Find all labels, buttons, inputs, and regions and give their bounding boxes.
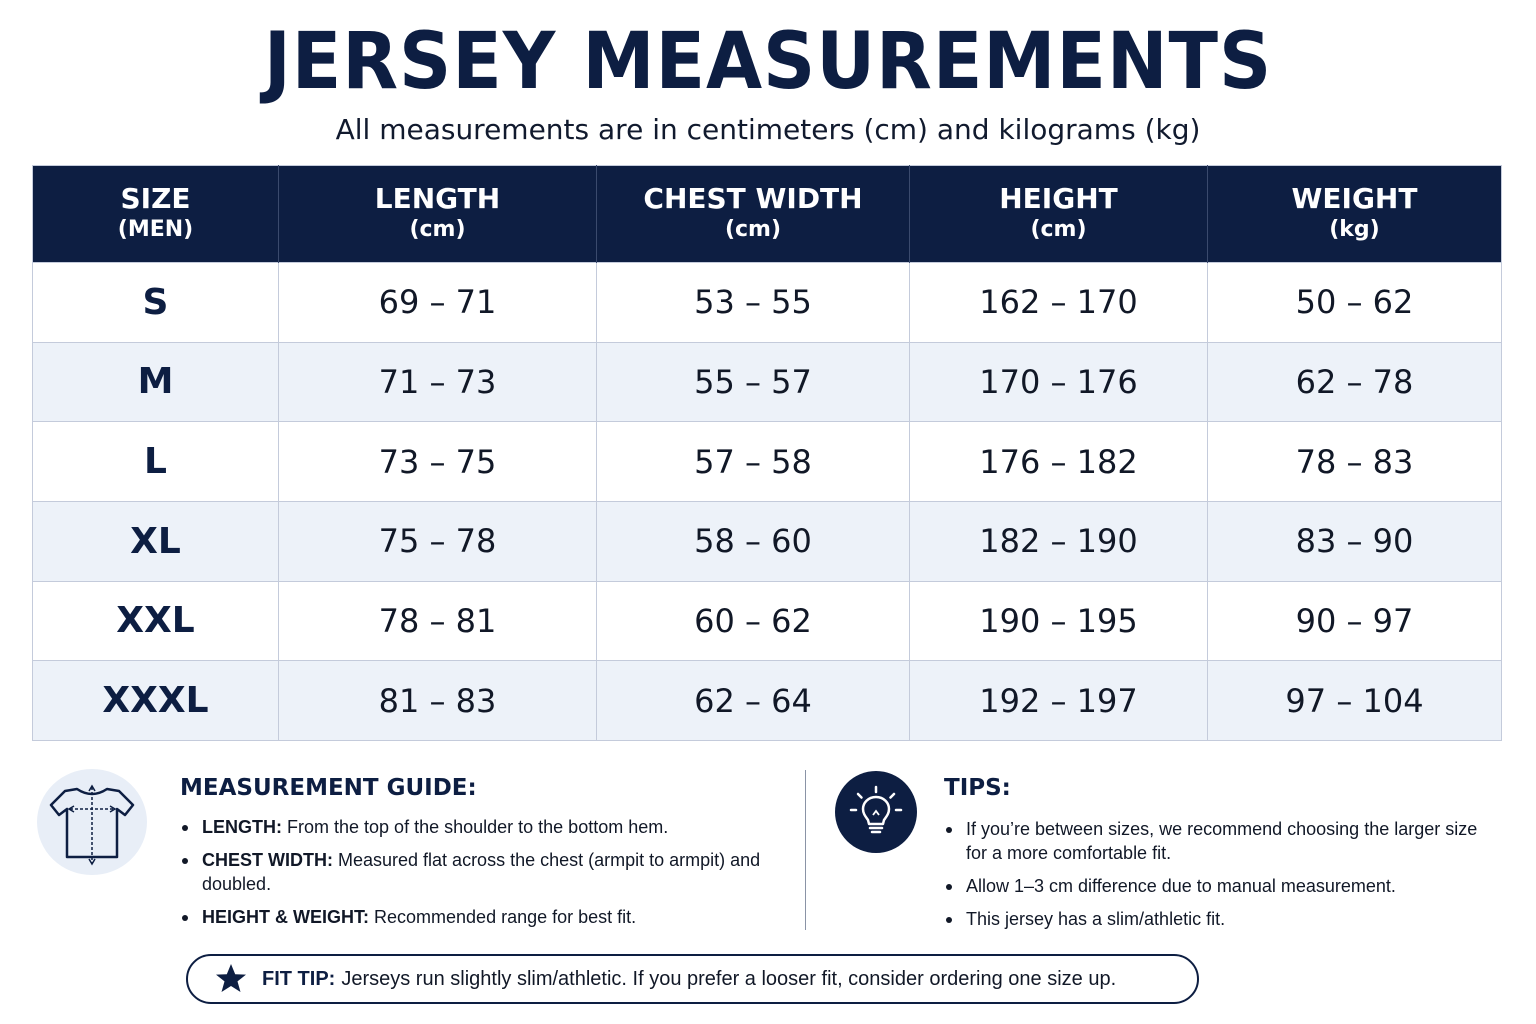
column-header-unit: (MEN) xyxy=(117,217,194,242)
column-header-label: CHEST WIDTH xyxy=(643,182,863,215)
guide-text: From the top of the shoulder to the bott… xyxy=(287,817,669,837)
list-item: If you’re between sizes, we recommend ch… xyxy=(944,817,1484,865)
length-cell: 78 – 81 xyxy=(278,580,597,661)
tips-list: If you’re between sizes, we recommend ch… xyxy=(944,817,1484,940)
chest-width-cell: 55 – 57 xyxy=(596,341,910,422)
height-cell: 182 – 190 xyxy=(909,500,1208,582)
column-header-label: SIZE xyxy=(120,182,191,215)
star-icon xyxy=(216,964,246,992)
column-header-label: HEIGHT xyxy=(999,182,1118,215)
column-header-size: SIZE (MEN) xyxy=(32,165,279,263)
size-cell: XL xyxy=(32,500,279,582)
weight-cell: 90 – 97 xyxy=(1207,580,1502,661)
length-cell: 69 – 71 xyxy=(278,262,597,343)
table-header-row: SIZE (MEN) LENGTH (cm) CHEST WIDTH (cm) HEI… xyxy=(32,165,1502,263)
table-row: XXL 78 – 81 60 – 62 190 – 195 90 – 97 xyxy=(32,580,1502,661)
height-cell: 170 – 176 xyxy=(909,341,1208,422)
guide-term: HEIGHT & WEIGHT: xyxy=(202,907,369,927)
weight-cell: 83 – 90 xyxy=(1207,500,1502,582)
table-row: S 69 – 71 53 – 55 162 – 170 50 – 62 xyxy=(32,262,1502,343)
column-header-label: WEIGHT xyxy=(1291,182,1418,215)
length-cell: 81 – 83 xyxy=(278,660,597,741)
size-cell: L xyxy=(32,421,279,502)
list-item: Allow 1–3 cm difference due to manual me… xyxy=(944,874,1484,898)
column-header-length: LENGTH (cm) xyxy=(278,165,597,263)
size-cell: S xyxy=(32,262,279,343)
chest-width-cell: 60 – 62 xyxy=(596,580,910,661)
column-header-weight: WEIGHT (kg) xyxy=(1208,166,1502,263)
height-cell: 192 – 197 xyxy=(909,660,1208,741)
guide-term: CHEST WIDTH: xyxy=(202,850,333,870)
height-cell: 190 – 195 xyxy=(909,580,1208,661)
table-row: M 71 – 73 55 – 57 170 – 176 62 – 78 xyxy=(32,341,1502,422)
chest-width-cell: 57 – 58 xyxy=(596,421,910,502)
column-header-unit: (cm) xyxy=(1030,217,1087,242)
table-body: S 69 – 71 53 – 55 162 – 170 50 – 62 M 71… xyxy=(32,262,1502,741)
size-cell: XXL xyxy=(32,580,279,661)
weight-cell: 78 – 83 xyxy=(1207,421,1502,502)
lightbulb-icon xyxy=(835,771,917,853)
guide-term: LENGTH: xyxy=(202,817,282,837)
weight-cell: 62 – 78 xyxy=(1207,341,1502,422)
weight-cell: 50 – 62 xyxy=(1207,262,1502,343)
page-subtitle: All measurements are in centimeters (cm)… xyxy=(335,113,1201,146)
height-cell: 176 – 182 xyxy=(909,421,1208,502)
chest-width-cell: 53 – 55 xyxy=(596,262,910,343)
table-row: XXXL 81 – 83 62 – 64 192 – 197 97 – 104 xyxy=(32,660,1502,741)
size-cell: M xyxy=(32,341,279,422)
column-header-chest-width: CHEST WIDTH (cm) xyxy=(596,165,910,263)
table-row: XL 75 – 78 58 – 60 182 – 190 83 – 90 xyxy=(32,500,1502,582)
list-item: LENGTH: From the top of the shoulder to … xyxy=(180,815,770,839)
list-item: This jersey has a slim/athletic fit. xyxy=(944,907,1484,931)
length-cell: 73 – 75 xyxy=(278,421,597,502)
guide-text: Recommended range for best fit. xyxy=(374,907,637,927)
chest-width-cell: 62 – 64 xyxy=(596,660,910,741)
page-title: JERSEY MEASUREMENTS xyxy=(263,17,1273,107)
chest-width-cell: 58 – 60 xyxy=(596,500,910,582)
column-header-height: HEIGHT (cm) xyxy=(909,165,1208,263)
guide-text: Measured flat across the chest (armpit t… xyxy=(202,850,761,894)
list-item: HEIGHT & WEIGHT: Recommended range for b… xyxy=(180,905,770,929)
column-header-label: LENGTH xyxy=(374,182,501,215)
measurement-guide-heading: MEASUREMENT GUIDE: xyxy=(180,775,477,801)
table-row: L 73 – 75 57 – 58 176 – 182 78 – 83 xyxy=(32,421,1502,502)
fit-tip-banner: FIT TIP: Jerseys run slightly slim/athlet… xyxy=(186,954,1199,1004)
size-cell: XXXL xyxy=(32,660,279,741)
fit-tip-text-wrapper: FIT TIP: Jerseys run slightly slim/athlet… xyxy=(262,968,1116,991)
size-chart-table: SIZE (MEN) LENGTH (cm) CHEST WIDTH (cm) HEI… xyxy=(32,165,1502,741)
table-header: SIZE (MEN) LENGTH (cm) CHEST WIDTH (cm) HEI… xyxy=(32,165,1502,263)
section-divider xyxy=(805,770,806,930)
fit-tip-label: FIT TIP: xyxy=(262,967,336,990)
column-header-unit: (cm) xyxy=(409,217,466,242)
fit-tip-text: Jerseys run slightly slim/athletic. If y… xyxy=(341,967,1117,990)
column-header-unit: (kg) xyxy=(1329,217,1380,242)
list-item: CHEST WIDTH: Measured flat across the ch… xyxy=(180,848,770,896)
length-cell: 75 – 78 xyxy=(278,500,597,582)
length-cell: 71 – 73 xyxy=(278,341,597,422)
measurement-guide-list: LENGTH: From the top of the shoulder to … xyxy=(180,815,770,938)
tshirt-measure-icon xyxy=(37,769,147,875)
tips-heading: TIPS: xyxy=(944,775,1011,801)
height-cell: 162 – 170 xyxy=(909,262,1208,343)
column-header-unit: (cm) xyxy=(724,217,782,242)
weight-cell: 97 – 104 xyxy=(1207,660,1502,741)
